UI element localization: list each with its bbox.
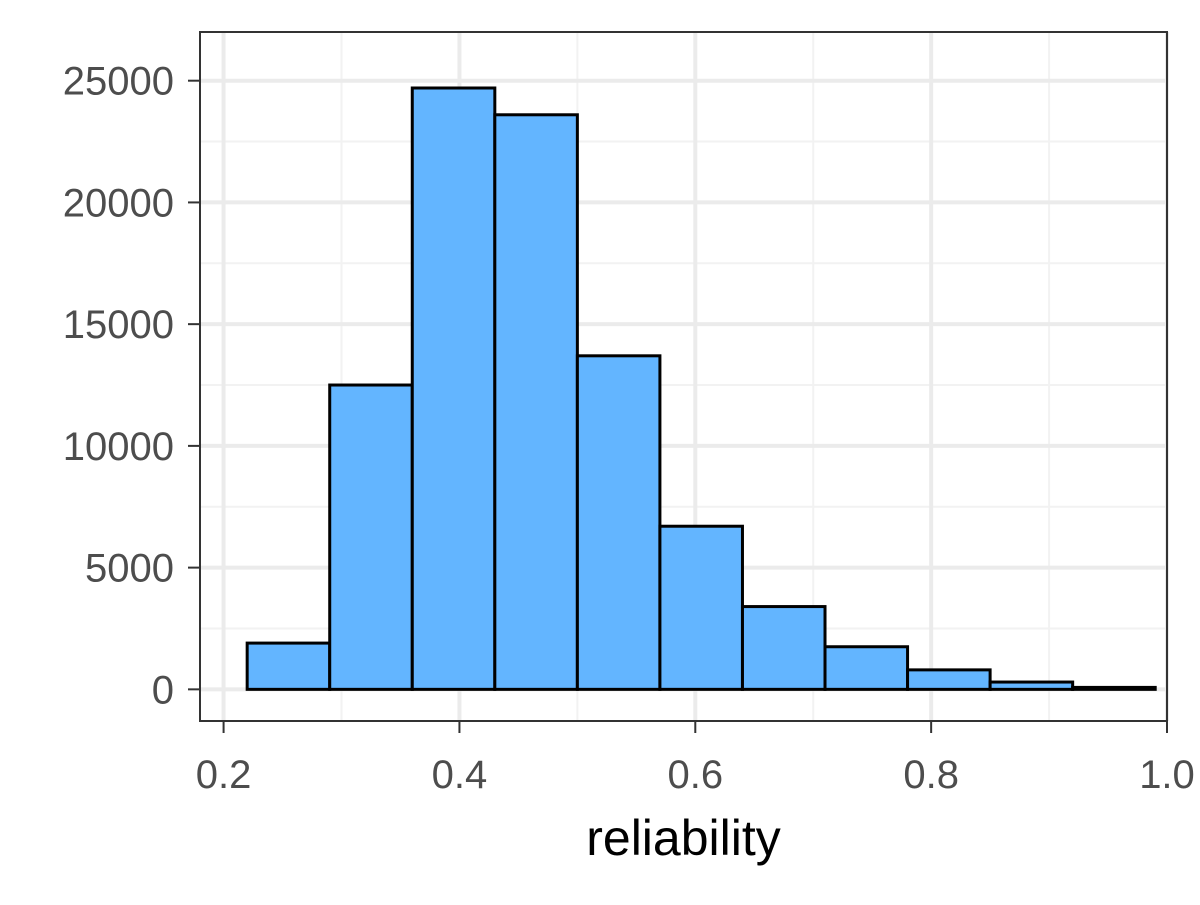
histogram-bar xyxy=(906,668,992,691)
x-tick-label: 0.6 xyxy=(667,753,723,797)
y-axis: 0 5000 10000 15000 20000 25000 xyxy=(63,60,200,712)
histogram-bar xyxy=(658,524,744,691)
histogram-bar xyxy=(740,605,827,691)
histogram-bar xyxy=(410,86,497,691)
x-tick-label: 0.8 xyxy=(903,753,959,797)
y-tick-label: 0 xyxy=(152,668,174,712)
y-tick-label: 20000 xyxy=(63,181,174,225)
x-tick-label: 1.0 xyxy=(1139,753,1195,797)
histogram-bar xyxy=(575,354,662,691)
y-tick-label: 10000 xyxy=(63,425,174,469)
y-tick-label: 5000 xyxy=(85,547,174,591)
histogram-bars xyxy=(245,86,1157,691)
histogram-bar xyxy=(1071,685,1157,691)
y-tick-label: 15000 xyxy=(63,303,174,347)
plot-panel-border xyxy=(199,31,1168,722)
histogram-bar xyxy=(493,113,579,691)
x-axis-title: reliability xyxy=(586,810,781,866)
x-axis: 0.2 0.4 0.6 0.8 1.0 xyxy=(196,721,1195,797)
x-tick-label: 0.2 xyxy=(196,753,252,797)
histogram-bar xyxy=(988,680,1075,691)
histogram-bar xyxy=(328,383,414,691)
histogram-bar xyxy=(823,645,910,691)
histogram-bar xyxy=(245,641,332,691)
x-tick-label: 0.4 xyxy=(432,753,488,797)
y-tick-label: 25000 xyxy=(63,60,174,104)
